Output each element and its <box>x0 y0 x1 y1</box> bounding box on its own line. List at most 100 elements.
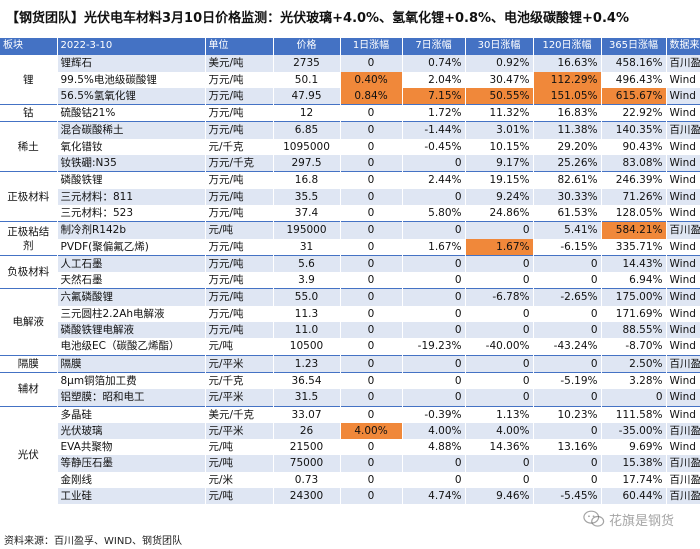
change-7d: 5.80% <box>402 205 465 222</box>
change-7d: 0 <box>402 189 465 205</box>
item-unit: 元/米 <box>205 472 273 488</box>
item-source: Wind <box>666 289 700 306</box>
change-120d: -5.45% <box>533 488 601 504</box>
change-7d: 0 <box>402 472 465 488</box>
item-name: 工业硅 <box>57 488 205 504</box>
change-30d: 30.47% <box>465 72 533 88</box>
item-name: 隔膜 <box>57 355 205 372</box>
item-source: Wind <box>666 338 700 355</box>
item-unit: 万元/吨 <box>205 105 273 122</box>
category-label: 稀土 <box>0 122 57 172</box>
change-1d: 0 <box>340 55 402 72</box>
item-source: Wind <box>666 322 700 338</box>
change-120d: 16.63% <box>533 55 601 72</box>
item-price: 37.4 <box>273 205 340 222</box>
change-30d: 9.17% <box>465 155 533 172</box>
table-row: 钴硫酸钴21% 万元/吨 12 0 1.72% 11.32% 16.83% 22.92% Win… <box>0 105 700 122</box>
change-365d: -35.00% <box>601 423 666 439</box>
change-30d: -40.00% <box>465 338 533 355</box>
change-7d: 0 <box>402 355 465 372</box>
item-unit: 元/吨 <box>205 222 273 239</box>
change-365d: 2.50% <box>601 355 666 372</box>
change-30d: 0 <box>465 306 533 322</box>
change-30d: 11.32% <box>465 105 533 122</box>
col-header-1d: 1日涨幅 <box>340 38 402 55</box>
item-unit: 万元/吨 <box>205 122 273 139</box>
item-name: 磷酸铁锂电解液 <box>57 322 205 338</box>
table-row: 三元材料：523 万元/吨 37.4 0 5.80% 24.86% 61.53% 128.05… <box>0 205 700 222</box>
change-120d: 13.16% <box>533 439 601 455</box>
change-120d: 151.05% <box>533 88 601 105</box>
item-name: 锂辉石 <box>57 55 205 72</box>
change-30d: 0 <box>465 322 533 338</box>
item-source: 百川盈孚 <box>666 222 700 239</box>
change-365d: 140.35% <box>601 122 666 139</box>
item-name: EVA共聚物 <box>57 439 205 455</box>
change-120d: 0 <box>533 322 601 338</box>
item-price: 26 <box>273 423 340 439</box>
item-price: 75000 <box>273 455 340 471</box>
change-365d: 111.58% <box>601 406 666 423</box>
item-unit: 元/千克 <box>205 139 273 155</box>
change-30d: 24.86% <box>465 205 533 222</box>
table-row: 天然石墨 万元/吨 3.9 0 0 0 0 6.94% Wind <box>0 272 700 289</box>
item-name: 天然石墨 <box>57 272 205 289</box>
item-source: 百川盈孚 <box>666 423 700 439</box>
change-120d: 0 <box>533 272 601 289</box>
item-name: 铝塑膜：昭和电工 <box>57 389 205 406</box>
item-unit: 万元/吨 <box>205 289 273 306</box>
change-120d: -43.24% <box>533 338 601 355</box>
item-price: 12 <box>273 105 340 122</box>
change-7d: 0 <box>402 155 465 172</box>
change-365d: 14.43% <box>601 255 666 272</box>
item-unit: 美元/千克 <box>205 406 273 423</box>
change-120d: 0 <box>533 423 601 439</box>
change-365d: 246.39% <box>601 172 666 189</box>
change-30d: 50.55% <box>465 88 533 105</box>
item-price: 10500 <box>273 338 340 355</box>
item-name: 制冷剂R142b <box>57 222 205 239</box>
item-price: 11.0 <box>273 322 340 338</box>
change-120d: 82.61% <box>533 172 601 189</box>
change-30d: -6.78% <box>465 289 533 306</box>
change-1d: 0 <box>340 322 402 338</box>
change-7d: 0 <box>402 222 465 239</box>
change-7d: 2.04% <box>402 72 465 88</box>
change-1d: 0 <box>340 406 402 423</box>
change-30d: 19.15% <box>465 172 533 189</box>
change-365d: 22.92% <box>601 105 666 122</box>
change-120d: 0 <box>533 389 601 406</box>
change-7d: 0.74% <box>402 55 465 72</box>
item-price: 297.5 <box>273 155 340 172</box>
item-source: Wind <box>666 105 700 122</box>
change-365d: 496.43% <box>601 72 666 88</box>
item-unit: 万元/吨 <box>205 205 273 222</box>
col-header-source: 数据来源 <box>666 38 700 55</box>
change-1d: 0 <box>340 105 402 122</box>
change-120d: 10.23% <box>533 406 601 423</box>
change-7d: 0 <box>402 322 465 338</box>
item-source: Wind <box>666 272 700 289</box>
item-name: 电池级EC（碳酸乙烯酯） <box>57 338 205 355</box>
item-name: 等静压石墨 <box>57 455 205 471</box>
change-30d: 0 <box>465 355 533 372</box>
change-365d: 15.38% <box>601 455 666 471</box>
item-name: 氧化镨钕 <box>57 139 205 155</box>
item-name: 56.5%氢氧化锂 <box>57 88 205 105</box>
wechat-icon <box>583 508 605 530</box>
item-name: 六氟磷酸锂 <box>57 289 205 306</box>
item-unit: 万元/吨 <box>205 189 273 205</box>
change-1d: 0 <box>340 389 402 406</box>
change-1d: 0 <box>340 355 402 372</box>
change-365d: 3.28% <box>601 372 666 389</box>
item-name: PVDF(聚偏氟乙烯) <box>57 239 205 256</box>
item-price: 35.5 <box>273 189 340 205</box>
change-30d: 10.15% <box>465 139 533 155</box>
change-365d: 458.16% <box>601 55 666 72</box>
item-source: Wind <box>666 389 700 406</box>
item-price: 195000 <box>273 222 340 239</box>
change-120d: 0 <box>533 306 601 322</box>
item-name: 金刚线 <box>57 472 205 488</box>
change-1d: 0 <box>340 172 402 189</box>
